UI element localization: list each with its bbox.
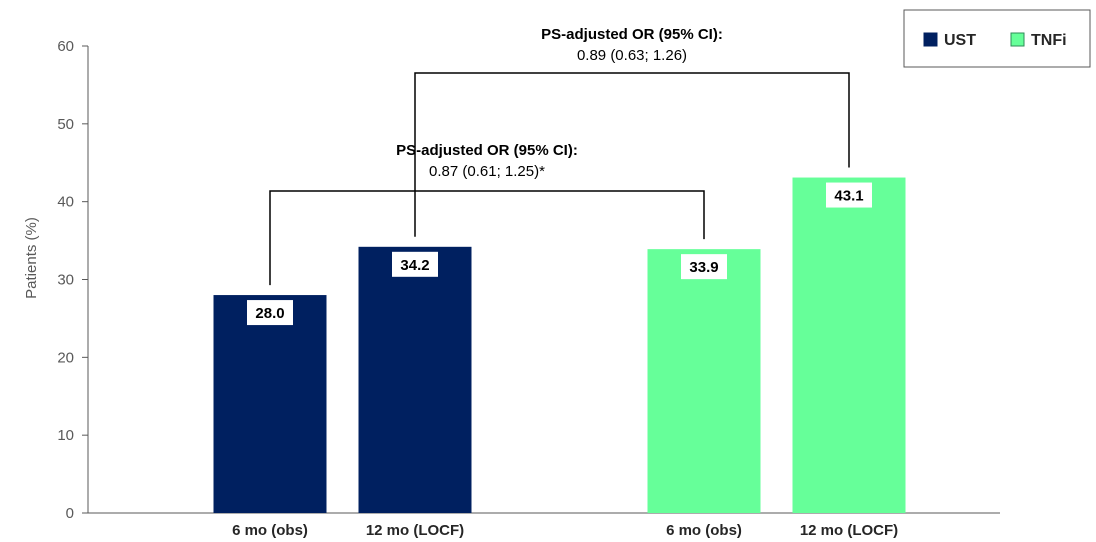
x-category-label: 6 mo (obs) (232, 522, 308, 539)
annotation-title: PS-adjusted OR (95% CI): (541, 26, 723, 43)
y-tick-label: 20 (57, 349, 74, 366)
data-label: 33.9 (689, 259, 718, 276)
y-tick-label: 30 (57, 272, 74, 289)
data-label-box (392, 251, 438, 277)
legend-label-ust: UST (944, 32, 976, 49)
annotation-text: 0.89 (0.63; 1.26) (577, 47, 687, 64)
legend: UST TNFi (903, 9, 1091, 68)
x-category-label: 6 mo (obs) (666, 522, 742, 539)
comparison-bracket (414, 72, 850, 237)
y-axis-label: Patients (%) (23, 217, 40, 299)
comparison-brackets: PS-adjusted OR (95% CI): 0.87 (0.61; 1.25… (269, 26, 850, 286)
annotation-text: 0.87 (0.61; 1.25)* (429, 163, 545, 180)
bar-ust-6mo (213, 295, 327, 513)
annotation-title: PS-adjusted OR (95% CI): (396, 142, 578, 159)
data-label: 43.1 (834, 188, 863, 205)
y-tick-label: 60 (57, 38, 74, 55)
data-label: 28.0 (255, 305, 284, 322)
bar-tnfi-6mo (647, 249, 761, 513)
legend-label-tnfi: TNFi (1031, 32, 1067, 49)
y-tick-label: 40 (57, 194, 74, 211)
bar-tnfi-12mo (792, 177, 906, 513)
data-label: 34.2 (400, 257, 429, 274)
legend-swatch-tnfi (1010, 32, 1025, 47)
x-category-label: 12 mo (LOCF) (800, 522, 898, 539)
y-tick-label: 10 (57, 427, 74, 444)
bar-ust-12mo (358, 246, 472, 513)
bars: 28.0 6 mo (obs) 34.2 12 mo (LOCF) 33.9 6 mo (… (213, 177, 906, 539)
data-label-box (826, 182, 872, 208)
y-tick-label: 50 (57, 116, 74, 133)
legend-swatch-ust (923, 32, 938, 47)
data-label-box (247, 300, 293, 326)
x-category-label: 12 mo (LOCF) (366, 522, 464, 539)
data-label-box (681, 254, 727, 280)
y-tick-label: 0 (66, 505, 74, 522)
comparison-bracket (269, 190, 705, 286)
